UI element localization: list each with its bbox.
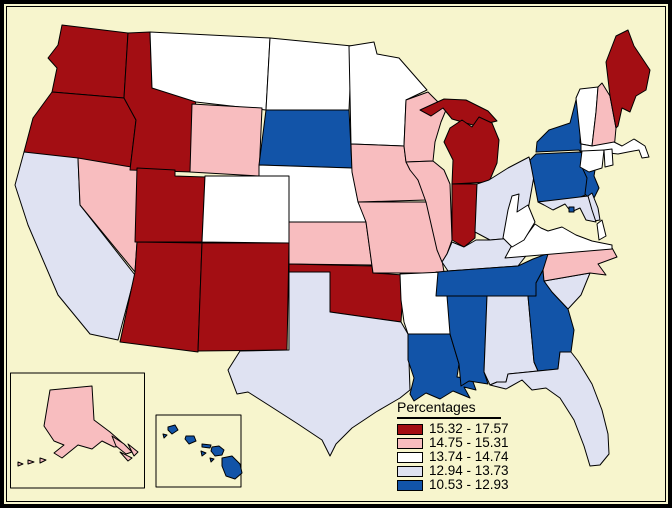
state-virginia-eastern-shore	[596, 219, 607, 241]
legend-item: 10.53 - 12.93	[397, 478, 509, 492]
state-utah	[134, 167, 206, 243]
state-new-mexico	[197, 242, 290, 352]
legend-swatch	[397, 423, 423, 435]
state-colorado	[201, 175, 293, 244]
state-connecticut	[579, 149, 605, 173]
legend-label: 14.75 - 15.31	[429, 435, 509, 450]
legend: Percentages 15.32 - 17.57 14.75 - 15.31 13…	[397, 399, 509, 492]
legend-swatch	[397, 437, 423, 449]
state-hawaii	[162, 424, 243, 480]
state-kansas	[288, 221, 373, 266]
state-indiana	[451, 183, 478, 248]
legend-title: Percentages	[397, 399, 476, 415]
state-north-dakota	[265, 37, 353, 111]
legend-swatch	[397, 451, 423, 463]
state-south-dakota	[258, 109, 353, 169]
legend-label: 15.32 - 17.57	[429, 421, 509, 436]
state-district-of-columbia	[568, 206, 575, 213]
legend-item: 15.32 - 17.57	[397, 422, 509, 436]
state-washington	[47, 24, 129, 99]
state-west-virginia	[502, 193, 536, 248]
state-rhode-island	[603, 148, 614, 168]
state-arizona	[119, 241, 203, 353]
legend-swatch	[397, 479, 423, 491]
state-wyoming	[189, 103, 263, 177]
state-maryland	[537, 195, 597, 223]
state-texas	[227, 271, 411, 457]
alaska-inset-box	[10, 372, 145, 489]
hawaii-inset-box	[155, 414, 242, 488]
legend-label: 13.74 - 14.74	[429, 449, 509, 464]
legend-swatch	[397, 465, 423, 477]
legend-label: 10.53 - 12.93	[429, 477, 509, 492]
legend-items: 15.32 - 17.57 14.75 - 15.31 13.74 - 14.74 1…	[397, 422, 509, 492]
legend-item: 14.75 - 15.31	[397, 436, 509, 450]
state-maine	[605, 29, 651, 129]
legend-rule	[397, 417, 501, 419]
state-louisiana	[407, 333, 477, 402]
state-alaska	[17, 385, 139, 467]
state-florida	[489, 351, 610, 467]
legend-label: 12.94 - 13.73	[429, 463, 509, 478]
legend-item: 13.74 - 14.74	[397, 450, 509, 464]
state-michigan-lower	[443, 116, 500, 185]
legend-item: 12.94 - 13.73	[397, 464, 509, 478]
